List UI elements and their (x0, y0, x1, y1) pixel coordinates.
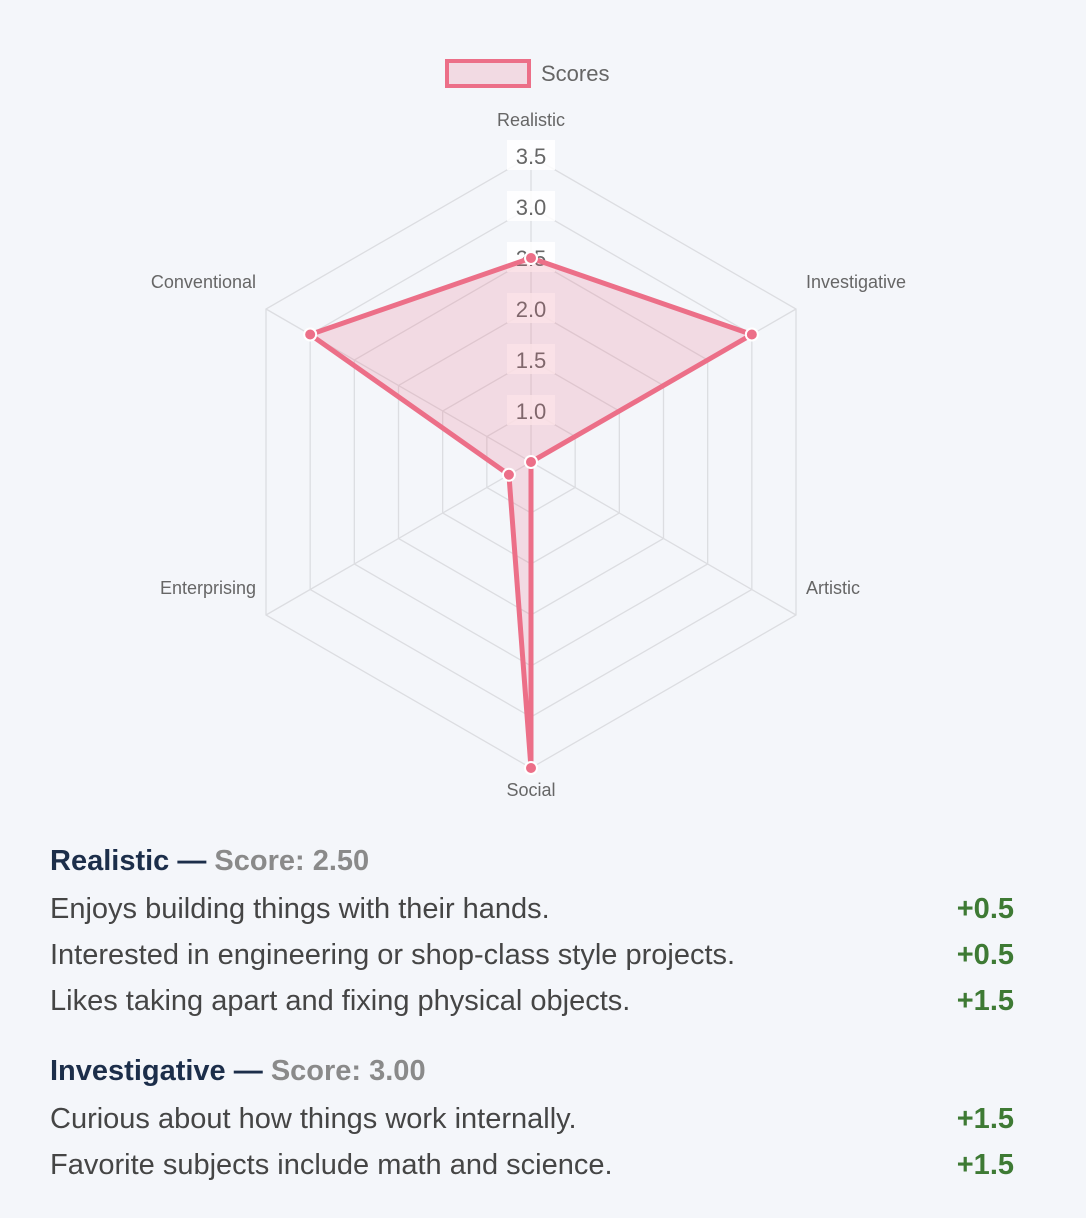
tick-backdrop (507, 395, 555, 425)
section-score: Score: 3.00 (270, 1055, 426, 1087)
tick-label: 3.0 (516, 195, 547, 220)
data-point[interactable] (303, 327, 318, 342)
item-text: Enjoys building things with their hands. (50, 892, 550, 925)
tick-label: 1.0 (516, 399, 547, 424)
section-score: Score: 2.50 (214, 845, 370, 877)
axis-label: Investigative (806, 272, 906, 292)
score-item: Curious about how things work internally… (50, 1096, 1016, 1142)
item-points: +0.5 (956, 938, 1014, 971)
radar-axis-labels: Realistic Investigative Artistic Social Ente… (151, 110, 906, 800)
section-title: Investigative (50, 1055, 226, 1087)
data-point[interactable] (524, 251, 538, 265)
item-text: Likes taking apart and fixing physical o… (50, 984, 631, 1017)
section-title: Realistic (50, 845, 170, 877)
score-section: Realistic — Score: 2.50 Enjoys building t… (50, 838, 1016, 1024)
radar-series (303, 251, 759, 775)
tick-label: 3.5 (516, 144, 547, 169)
score-item: Enjoys building things with their hands.… (50, 886, 1016, 932)
tick-label: 1.5 (516, 348, 547, 373)
item-text: Favorite subjects include math and scien… (50, 1148, 613, 1181)
section-separator: — (225, 1055, 271, 1087)
score-item: Likes taking apart and fixing physical o… (50, 978, 1016, 1024)
legend-label: Scores (541, 61, 609, 86)
section-heading: Realistic — Score: 2.50 (50, 838, 1016, 884)
chart-legend[interactable]: Scores (445, 59, 609, 88)
tick-backdrop (507, 191, 555, 221)
data-point[interactable] (524, 761, 538, 775)
item-points: +1.5 (956, 1148, 1014, 1181)
tick-backdrop (507, 140, 555, 170)
tick-label: 2.0 (516, 297, 547, 322)
axis-label: Enterprising (160, 578, 256, 598)
axis-label: Social (506, 780, 555, 800)
score-item: Favorite subjects include math and scien… (50, 1142, 1016, 1188)
item-points: +1.5 (956, 1102, 1014, 1135)
item-points: +1.5 (956, 984, 1014, 1017)
axis-label: Artistic (806, 578, 860, 598)
legend-swatch (445, 59, 531, 88)
tick-backdrop (507, 344, 555, 374)
item-text: Interested in engineering or shop-class … (50, 938, 736, 971)
radar-tick-labels: 1.01.52.02.53.03.5 (507, 140, 555, 425)
grid-spoke (265, 461, 532, 616)
section-heading: Investigative — Score: 3.00 (50, 1048, 1016, 1094)
data-point[interactable] (524, 455, 538, 469)
item-text: Curious about how things work internally… (50, 1102, 577, 1135)
tick-backdrop (507, 293, 555, 323)
axis-label: Realistic (497, 110, 565, 130)
item-points: +0.5 (956, 892, 1014, 925)
data-point[interactable] (744, 327, 759, 342)
score-section: Investigative — Score: 3.00 Curious about… (50, 1048, 1016, 1188)
series-area (304, 255, 758, 769)
score-item: Interested in engineering or shop-class … (50, 932, 1016, 978)
section-separator: — (169, 845, 215, 877)
radar-chart: Scores 1.01.52.02.53.03.5 RealisticInves… (151, 59, 906, 800)
axis-label: Conventional (151, 272, 256, 292)
score-breakdown: Realistic — Score: 2.50 Enjoys building t… (50, 838, 1016, 1212)
grid-spoke (530, 461, 797, 616)
data-point[interactable] (501, 467, 516, 482)
